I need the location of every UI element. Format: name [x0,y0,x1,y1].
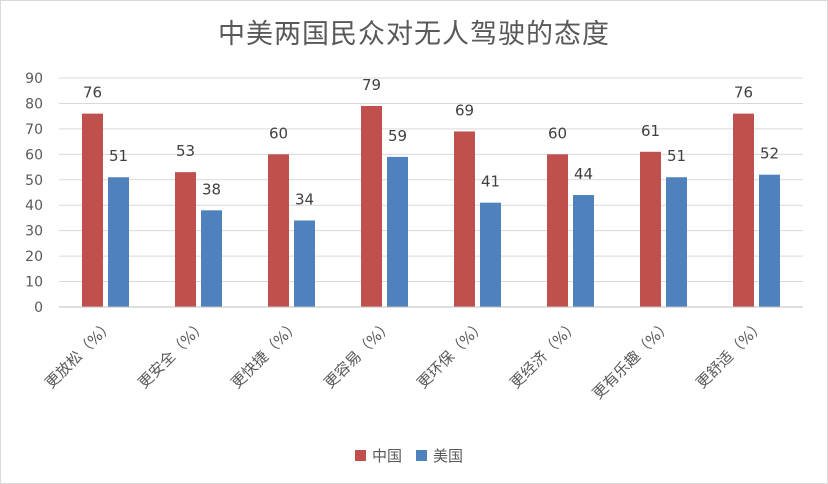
data-label: 76 [734,84,753,102]
bar-usa [294,220,315,307]
data-label: 79 [362,76,381,94]
data-label: 41 [481,173,500,191]
x-tick-label: 更快捷（%） [227,316,303,392]
legend-swatch-china [355,450,366,461]
y-tick-label: 40 [25,198,43,214]
data-label: 60 [548,124,567,142]
data-label: 69 [455,101,474,119]
legend-label-china: 中国 [372,447,403,465]
y-tick-label: 20 [25,249,43,265]
y-tick-label: 70 [25,122,43,138]
data-label: 44 [574,165,593,183]
x-tick-label: 更安全（%） [134,316,210,392]
bar-usa [666,177,687,307]
y-tick-label: 10 [25,275,43,291]
bar-china [547,154,568,307]
bar-usa [201,210,222,307]
y-tick-label: 90 [25,71,43,87]
data-label: 51 [109,147,128,165]
data-label: 59 [388,127,407,145]
y-tick-label: 30 [25,224,43,240]
legend-label-usa: 美国 [433,447,464,465]
bar-china [640,151,661,307]
bar-china [82,113,103,307]
bar-usa [759,174,780,307]
chart-title: 中美两国民众对无人驾驶的态度 [218,19,610,50]
x-tick-label: 更经济（%） [506,316,582,392]
x-tick-label: 更容易（%） [320,316,396,392]
bar-usa [480,202,501,307]
data-label: 38 [202,180,221,198]
legend-item-china: 中国 [355,445,402,466]
bar-china [361,105,382,307]
legend-swatch-usa [416,450,428,461]
y-tick-label: 80 [25,96,43,112]
bar-usa [108,177,129,307]
x-tick-label: 更放松（%） [41,316,117,392]
bar-china [268,154,289,307]
chart-legend: 中国 美国 [355,445,463,466]
bar-usa [387,156,408,307]
bar-china [733,113,754,307]
bar-usa [573,195,594,307]
y-tick-label: 60 [25,147,43,163]
y-tick-label: 0 [34,300,43,316]
x-tick-label: 更舒适（%） [692,316,768,392]
data-label: 52 [760,145,779,163]
legend-item-usa: 美国 [416,445,463,466]
data-label: 61 [641,122,660,140]
data-label: 60 [269,124,288,142]
x-tick-label: 更有乐趣（%） [589,316,675,402]
data-label: 51 [667,147,686,165]
y-tick-label: 50 [25,173,43,189]
data-label: 53 [176,142,195,160]
data-label: 76 [83,84,102,102]
bar-china [454,131,475,307]
x-tick-label: 更环保（%） [413,316,489,392]
data-label: 34 [295,190,314,208]
bar-china [175,172,196,307]
